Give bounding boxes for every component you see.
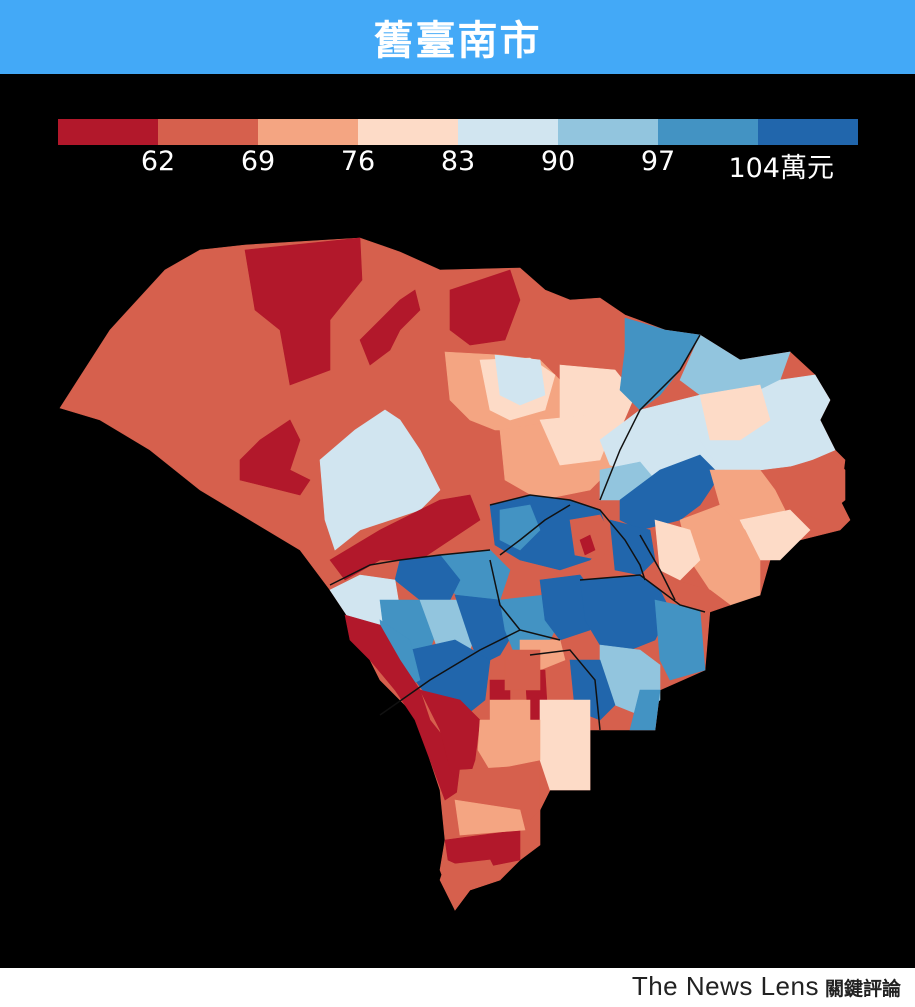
brand-logo: The News Lens 關鍵評論 — [632, 971, 901, 1002]
district-boundary — [489, 494, 646, 581]
map-region — [609, 519, 656, 576]
legend-tick-label: 76 — [340, 146, 376, 177]
map-region — [439, 859, 501, 911]
district-boundary — [499, 504, 571, 556]
legend-tick-label: 104萬元 — [728, 153, 834, 184]
map-region — [454, 799, 526, 836]
map-region — [569, 514, 616, 561]
district-boundaries — [329, 334, 706, 731]
legend-swatch-2 — [258, 119, 358, 145]
district-boundary — [599, 334, 701, 501]
legend-labels: 62 69 76 83 90 97 104萬元 — [0, 146, 915, 186]
map-region — [619, 454, 721, 531]
title-bar: 舊臺南市 — [0, 0, 915, 74]
map-regions — [59, 237, 851, 911]
district-boundary — [579, 574, 706, 613]
legend-color-bar — [58, 119, 858, 145]
legend-swatch-3 — [358, 119, 458, 145]
map-region — [674, 579, 731, 613]
footer: The News Lens 關鍵評論 — [0, 968, 915, 1007]
map-region — [774, 454, 846, 521]
legend-tick-label: 69 — [240, 146, 276, 177]
map-region — [494, 354, 546, 406]
map-region — [699, 384, 771, 441]
brand-name-en: The News Lens — [631, 971, 819, 1001]
map-region — [449, 269, 521, 346]
map-region — [244, 237, 363, 386]
legend-swatch-1 — [158, 119, 258, 145]
legend-tick-label: 90 — [540, 146, 576, 177]
legend-tick-label: 97 — [640, 146, 676, 177]
legend-tick-label: 83 — [440, 146, 476, 177]
map-region — [629, 689, 661, 731]
legend-swatch-0 — [58, 119, 158, 145]
map-region — [679, 504, 761, 606]
map-region — [319, 409, 441, 551]
legend-swatch-5 — [558, 119, 658, 145]
map-region — [539, 699, 591, 791]
district-boundary — [639, 534, 676, 601]
legend-tick-label: 62 — [140, 146, 176, 177]
legend-swatch-4 — [458, 119, 558, 145]
map-region — [654, 519, 701, 581]
map-region — [504, 649, 541, 691]
page-title: 舊臺南市 — [373, 18, 542, 64]
map-region — [359, 289, 421, 366]
district-boundary — [329, 549, 491, 586]
district-boundary — [379, 629, 521, 716]
map-region — [579, 534, 596, 556]
map-region — [329, 494, 481, 581]
brand-name-zh: 關鍵評論 — [824, 978, 901, 1000]
map-region — [499, 504, 541, 551]
legend-swatch-7 — [758, 119, 858, 145]
choropleth-map — [0, 200, 915, 960]
map-svg — [59, 237, 851, 911]
legend-swatch-6 — [658, 119, 758, 145]
map-region — [444, 829, 521, 871]
district-boundary — [529, 649, 601, 731]
map-region — [239, 419, 311, 496]
map-region — [344, 614, 461, 801]
district-boundary — [489, 559, 561, 641]
map-region — [619, 317, 701, 411]
map-region — [489, 699, 531, 721]
